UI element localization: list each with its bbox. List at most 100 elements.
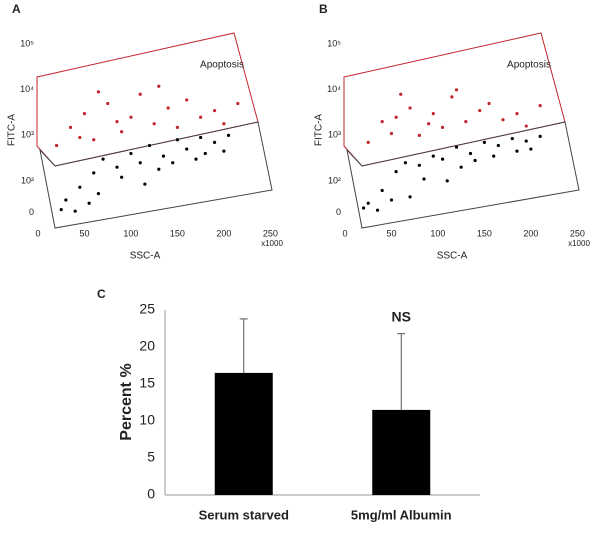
data-point: [524, 139, 528, 143]
data-point: [538, 104, 542, 108]
data-point: [408, 195, 412, 199]
data-point: [73, 209, 77, 213]
data-point: [366, 201, 370, 205]
y-tick-label: 10⁵: [327, 39, 341, 49]
data-point: [78, 185, 82, 189]
data-point: [473, 158, 477, 163]
x-axis-label: SSC-A: [130, 251, 161, 262]
data-point: [106, 101, 110, 106]
data-point: [440, 157, 445, 161]
data-point: [87, 201, 91, 205]
x-tick-label: 150: [170, 228, 185, 238]
data-point: [417, 133, 421, 137]
data-point: [468, 151, 473, 156]
data-point: [138, 161, 142, 165]
data-point: [222, 122, 226, 126]
y-tick-label: 10²: [21, 175, 34, 185]
data-point: [175, 125, 180, 129]
x-tick-label: 250: [263, 228, 278, 238]
x-tick-label: 200: [216, 228, 231, 238]
data-point: [529, 147, 533, 151]
y-tick-label: 20: [139, 338, 155, 354]
y-axis-label: FITC-A: [314, 114, 325, 147]
data-point: [515, 149, 519, 153]
data-point: [464, 120, 468, 124]
data-point: [92, 171, 96, 175]
data-point: [394, 169, 398, 174]
data-point: [487, 101, 491, 106]
data-point: [440, 125, 445, 129]
data-point: [171, 161, 175, 165]
data-point: [152, 122, 156, 126]
y-axis-label: Percent %: [118, 363, 135, 440]
data-point: [450, 95, 454, 99]
data-point: [403, 161, 408, 165]
data-point: [68, 125, 73, 129]
y-tick-label: 10⁴: [327, 84, 341, 94]
data-point: [380, 120, 384, 124]
data-point: [185, 147, 189, 151]
x-tick-label: 50: [386, 228, 396, 238]
bar: [214, 372, 273, 495]
data-point: [212, 108, 217, 113]
data-point: [203, 151, 207, 156]
live-gate: [346, 121, 580, 229]
data-point: [399, 92, 403, 96]
y-tick-label: 10⁴: [20, 84, 34, 94]
data-point: [64, 198, 68, 202]
data-point: [166, 106, 170, 110]
data-point: [161, 154, 166, 158]
x-tick-label: 5mg/ml Albumin: [351, 507, 452, 522]
data-point: [482, 140, 487, 145]
panel-label: A: [12, 2, 21, 16]
data-point: [454, 88, 459, 92]
data-point: [101, 157, 105, 161]
data-point: [129, 151, 133, 156]
data-point: [366, 140, 370, 145]
data-point: [175, 138, 180, 142]
data-point: [212, 140, 217, 145]
y-tick-label: 5: [147, 449, 155, 465]
data-point: [129, 115, 133, 119]
y-tick-label: 0: [29, 207, 34, 217]
x-tick-label: 100: [430, 228, 445, 238]
data-point: [143, 182, 147, 186]
data-point: [454, 145, 459, 149]
data-point: [538, 134, 542, 138]
data-point: [389, 198, 394, 202]
bar: [372, 409, 431, 495]
data-point: [375, 208, 380, 212]
data-point: [157, 167, 161, 171]
data-point: [408, 106, 412, 110]
data-point: [459, 165, 463, 169]
data-point: [138, 92, 142, 96]
y-tick-label: 10³: [21, 130, 34, 140]
live-gate: [39, 121, 273, 229]
annotation: NS: [392, 309, 411, 325]
x-tick-label: 0: [35, 228, 40, 238]
data-point: [496, 143, 500, 148]
x-tick-label: 0: [342, 228, 347, 238]
data-point: [380, 188, 384, 193]
x-unit-label: x1000: [261, 239, 283, 248]
data-point: [96, 90, 101, 94]
panel-label: B: [319, 2, 328, 16]
data-point: [510, 136, 514, 141]
data-point: [431, 154, 435, 158]
data-point: [185, 98, 189, 102]
data-point: [361, 206, 366, 210]
y-tick-label: 10: [139, 412, 155, 428]
x-tick-label: 50: [79, 228, 89, 238]
data-point: [478, 108, 482, 113]
data-point: [422, 177, 426, 181]
x-tick-label: 250: [570, 228, 585, 238]
data-point: [115, 165, 119, 169]
data-point: [445, 179, 449, 183]
data-point: [147, 143, 152, 148]
y-tick-label: 10²: [328, 175, 341, 185]
x-tick-label: 200: [523, 228, 538, 238]
x-tick-label: 100: [123, 228, 138, 238]
x-tick-label: Serum starved: [199, 507, 289, 522]
y-axis-label: FITC-A: [7, 114, 18, 147]
